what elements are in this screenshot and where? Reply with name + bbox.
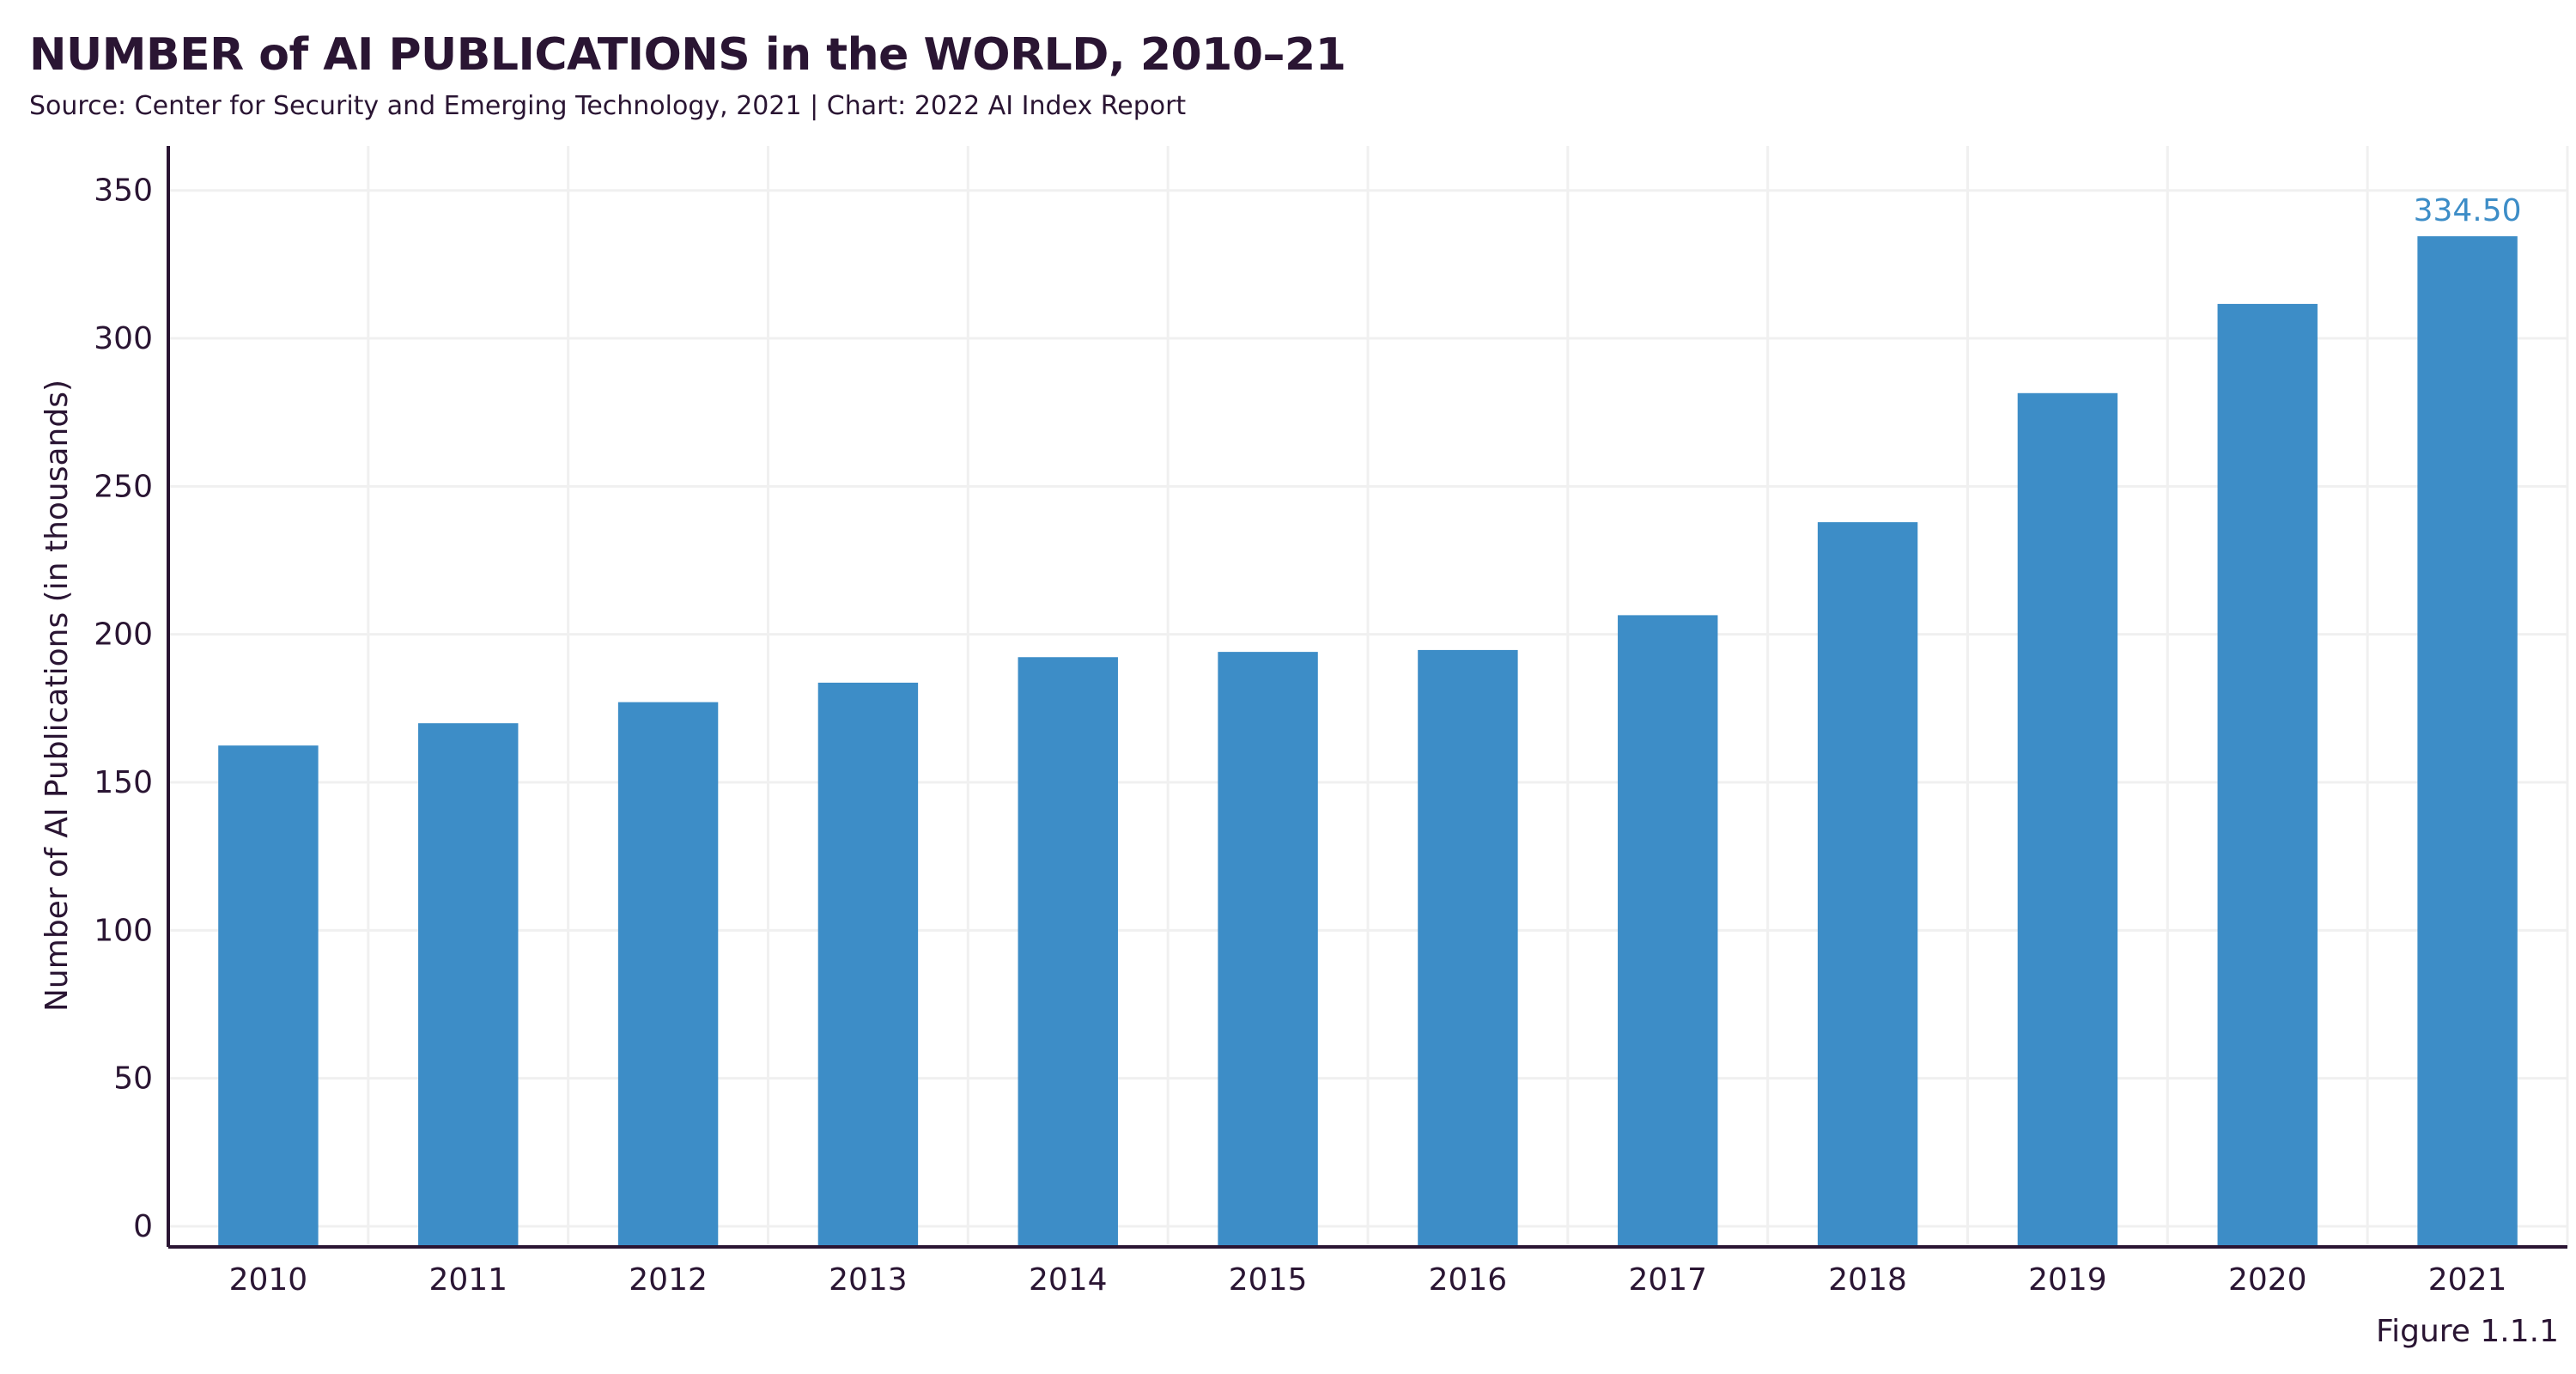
bar — [418, 723, 519, 1247]
x-tick-label: 2012 — [629, 1262, 708, 1298]
gridlines — [167, 146, 2569, 1247]
x-tick-label: 2016 — [1429, 1262, 1508, 1298]
x-tick-label: 2013 — [829, 1262, 908, 1298]
x-tick-label: 2019 — [2028, 1262, 2107, 1298]
y-tick-label: 150 — [94, 765, 153, 800]
x-tick-label: 2020 — [2228, 1262, 2307, 1298]
bar — [1018, 657, 1118, 1247]
bar — [2417, 236, 2518, 1247]
x-tick-label: 2017 — [1628, 1262, 1707, 1298]
x-tick-label: 2021 — [2428, 1262, 2507, 1298]
x-tick-label: 2010 — [229, 1262, 308, 1298]
y-axis-label: Number of AI Publications (in thousands) — [39, 380, 75, 1012]
y-tick-label: 100 — [94, 913, 153, 948]
figure-label: Figure 1.1.1 — [2376, 1314, 2559, 1349]
data-labels: 334.50 — [2414, 193, 2522, 228]
bar — [2217, 303, 2318, 1247]
x-tick-label: 2015 — [1229, 1262, 1308, 1298]
chart-title: NUMBER of AI PUBLICATIONS in the WORLD, … — [29, 29, 1346, 81]
x-tick-label: 2018 — [1828, 1262, 1907, 1298]
data-label: 334.50 — [2414, 193, 2522, 228]
x-axis-ticks: 2010 2011 2012 2013 2014 2015 2016 2017 2018 2019… — [229, 1262, 2507, 1298]
bar — [1618, 615, 1718, 1247]
chart-subtitle: Source: Center for Security and Emerging… — [29, 91, 1187, 121]
y-tick-label: 300 — [94, 321, 153, 356]
bar — [218, 745, 319, 1247]
bar — [1218, 652, 1318, 1247]
bar — [1817, 522, 1918, 1247]
bar — [617, 702, 719, 1247]
y-tick-label: 350 — [94, 173, 153, 209]
bar — [1418, 649, 1518, 1247]
bar — [817, 682, 919, 1247]
bar — [2017, 392, 2118, 1247]
y-tick-label: 250 — [94, 469, 153, 504]
bars — [218, 236, 2518, 1247]
y-tick-label: 50 — [113, 1061, 153, 1097]
y-axis-ticks: 0 50 100 150 200 250 300 350 — [94, 173, 153, 1244]
x-tick-label: 2014 — [1029, 1262, 1108, 1298]
x-tick-label: 2011 — [428, 1262, 507, 1298]
y-tick-label: 0 — [133, 1209, 153, 1244]
y-tick-label: 200 — [94, 617, 153, 653]
